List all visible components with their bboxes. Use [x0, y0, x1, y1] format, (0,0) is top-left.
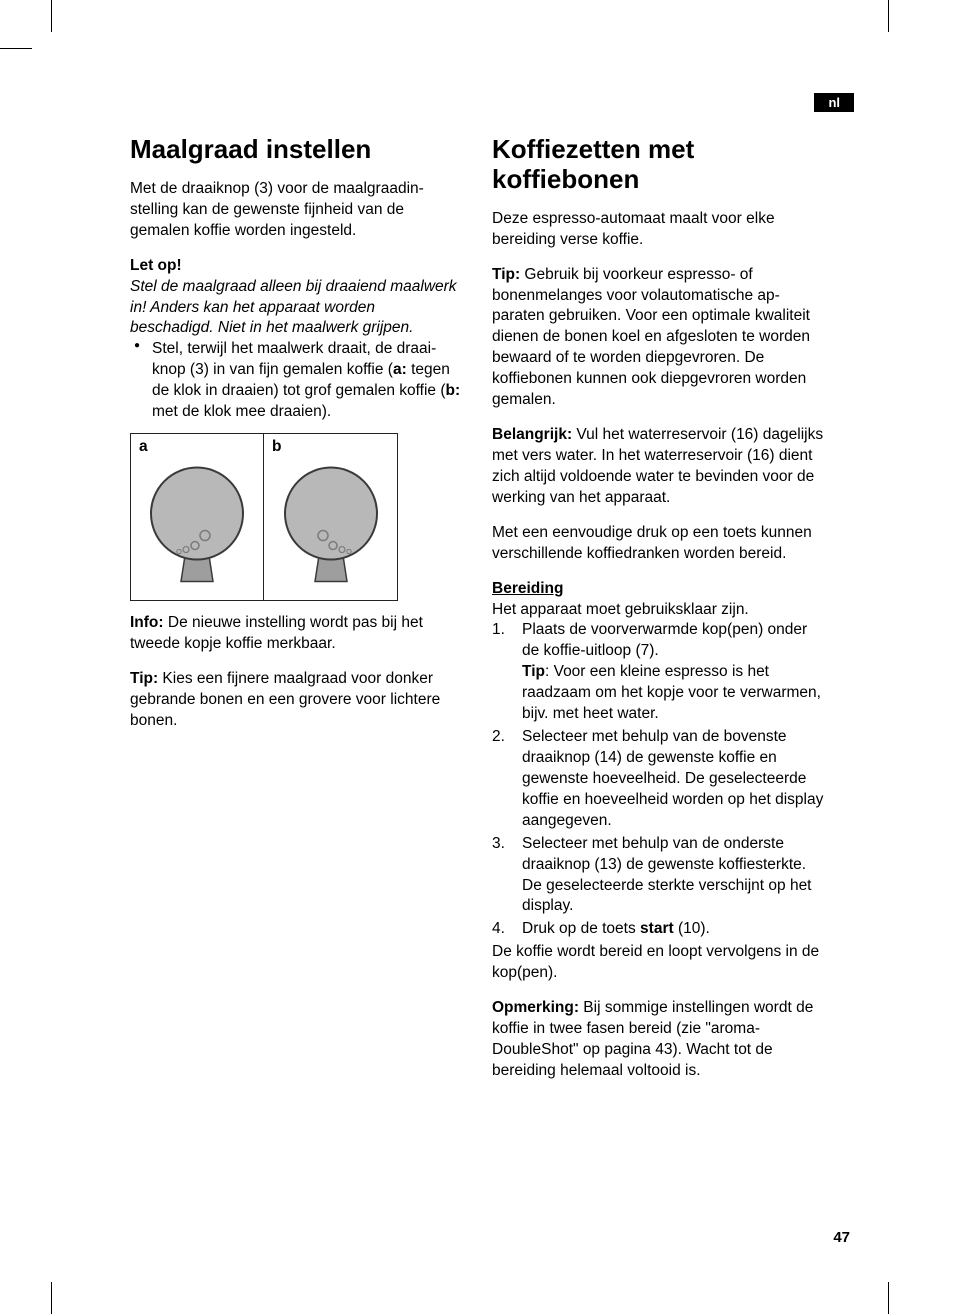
diagram-panel-a: a — [131, 434, 264, 600]
step-tip-text: : Voor een kleine espresso is het raadza… — [522, 663, 821, 722]
step-text: Plaats de voorverwarmde kop(pen) on­der … — [522, 621, 807, 659]
page-body: Maalgraad instellen Met de draaiknop (3)… — [130, 135, 824, 1096]
label-b: b: — [446, 382, 461, 399]
tip-paragraph: Tip: Kies een fijnere maalgraad voor don… — [130, 669, 462, 732]
label-a: a: — [393, 361, 407, 378]
start-label: start — [640, 920, 674, 937]
opmerking-label: Opmerking: — [492, 999, 579, 1016]
bereiding-label: Bereiding — [492, 580, 563, 597]
step-text: (10). — [674, 920, 710, 937]
letop-text: Stel de maalgraad alleen bij draaiend ma… — [130, 278, 457, 337]
bereiding-ready: Het apparaat moet gebruiksklaar zijn. — [492, 601, 749, 618]
simple-press-text: Met een eenvoudige druk op een toets kun… — [492, 523, 824, 565]
diagram-label-b: b — [272, 438, 281, 456]
tip-text: Kies een fijnere maalgraad voor donker g… — [130, 670, 440, 729]
language-badge: nl — [814, 93, 854, 112]
bullet-item: Stel, terwijl het maalwerk draait, de dr… — [130, 339, 462, 423]
knob-icon — [279, 456, 383, 584]
info-text: De nieuwe instelling wordt pas bij het t… — [130, 614, 423, 652]
diagram-panel-b: b — [264, 434, 397, 600]
crop-mark — [888, 1282, 889, 1314]
step-item: Selecteer met behulp van de onderste dra… — [492, 834, 824, 918]
warning-block: Let op! Stel de maalgraad alleen bij dra… — [130, 256, 462, 340]
section-heading-koffiezetten: Koffiezetten met koffiebonen — [492, 135, 824, 195]
knob-icon — [145, 456, 249, 584]
diagram-label-a: a — [139, 438, 148, 456]
step-tip-label: Tip — [522, 663, 545, 680]
bullet-text: met de klok mee draaien). — [152, 403, 331, 420]
step-text: Druk op de toets — [522, 920, 640, 937]
after-steps-text: De koffie wordt bereid en loopt vervolge… — [492, 942, 824, 984]
letop-label: Let op! — [130, 257, 182, 274]
info-paragraph: Info: De nieuwe instelling wordt pas bij… — [130, 613, 462, 655]
grind-diagram: a b — [130, 433, 398, 601]
step-item: Selecteer met behulp van de bovenste dra… — [492, 727, 824, 832]
bereiding-block: Bereiding Het apparaat moet gebruiksklaa… — [492, 579, 824, 621]
step-item: Druk op de toets start (10). — [492, 919, 824, 940]
intro-text: Met de draaiknop (3) voor de maalgraadin… — [130, 179, 462, 242]
left-column: Maalgraad instellen Met de draaiknop (3)… — [130, 135, 462, 1096]
tip-paragraph: Tip: Gebruik bij voorkeur espresso- of b… — [492, 265, 824, 411]
crop-mark — [51, 0, 52, 32]
right-column: Koffiezetten met koffiebonen Deze espres… — [492, 135, 824, 1096]
remark-paragraph: Opmerking: Bij sommige instellingen word… — [492, 998, 824, 1082]
crop-mark — [0, 48, 32, 49]
page-number: 47 — [833, 1229, 850, 1246]
tip-text: Gebruik bij voorkeur espresso- of bonenm… — [492, 266, 810, 409]
belangrijk-label: Belangrijk: — [492, 426, 572, 443]
intro-text: Deze espresso-automaat maalt voor elke b… — [492, 209, 824, 251]
info-label: Info: — [130, 614, 164, 631]
step-item: Plaats de voorverwarmde kop(pen) on­der … — [492, 620, 824, 725]
section-heading-maalgraad: Maalgraad instellen — [130, 135, 462, 165]
tip-label: Tip: — [130, 670, 158, 687]
crop-mark — [51, 1282, 52, 1314]
crop-mark — [888, 0, 889, 32]
important-paragraph: Belangrijk: Vul het waterreservoir (16) … — [492, 425, 824, 509]
tip-label: Tip: — [492, 266, 520, 283]
bullet-list: Stel, terwijl het maalwerk draait, de dr… — [130, 339, 462, 423]
steps-list: Plaats de voorverwarmde kop(pen) on­der … — [492, 620, 824, 940]
